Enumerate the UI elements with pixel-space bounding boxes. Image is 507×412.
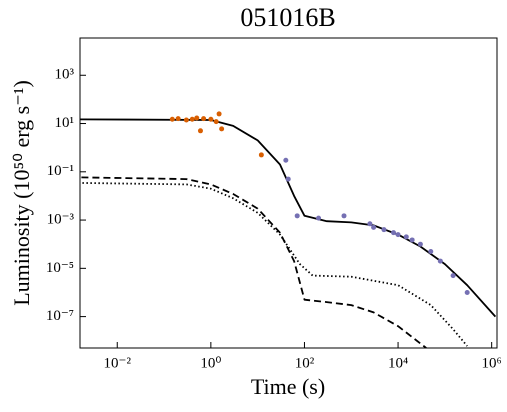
x-axis-label: Time (s) (251, 374, 325, 399)
data-point (183, 117, 189, 123)
data-point (194, 115, 200, 121)
y-axis-label: Luminosity (10⁵⁰ erg s⁻¹) (9, 80, 34, 306)
plot-frame (79, 37, 498, 349)
data-point (175, 116, 181, 122)
data-point (395, 232, 401, 238)
chart-title: 051016B (240, 3, 335, 32)
data-point (213, 119, 219, 125)
data-point (189, 116, 195, 122)
y-tick-label: 10¹ (55, 115, 75, 131)
x-tick-label: 10⁻² (104, 355, 132, 371)
data-point (391, 230, 397, 236)
data-point (450, 273, 456, 279)
y-tick-label: 10³ (55, 67, 75, 83)
data-point (437, 258, 443, 264)
x-tick-label: 10⁴ (388, 355, 408, 371)
y-tick-label: 10⁻⁷ (46, 308, 74, 324)
model-curve (80, 118, 497, 318)
data-point (285, 176, 291, 182)
data-point (283, 157, 289, 163)
x-tick-label: 10⁶ (482, 355, 502, 371)
data-point (316, 215, 322, 221)
data-point (367, 221, 373, 227)
y-tick-label: 10⁻¹ (47, 163, 74, 179)
data-point (197, 128, 203, 134)
data-point (169, 116, 175, 122)
data-point (403, 234, 409, 240)
data-point (409, 237, 415, 243)
data-point (219, 126, 225, 132)
model-curve (80, 176, 427, 348)
x-tick-label: 10² (295, 355, 315, 371)
data-point (381, 227, 387, 233)
data-point (208, 116, 214, 122)
data-point (341, 213, 347, 219)
data-point (417, 241, 423, 247)
data-point (371, 224, 377, 230)
data-point (201, 116, 207, 122)
data-point (258, 152, 264, 158)
data-point (216, 111, 222, 117)
data-point (428, 248, 434, 254)
model-curve (80, 182, 468, 347)
data-point (294, 213, 300, 219)
y-tick-label: 10⁻³ (47, 212, 75, 228)
x-tick-label: 10⁰ (200, 355, 221, 371)
data-point (464, 289, 470, 295)
y-tick-label: 10⁻⁵ (46, 260, 74, 276)
